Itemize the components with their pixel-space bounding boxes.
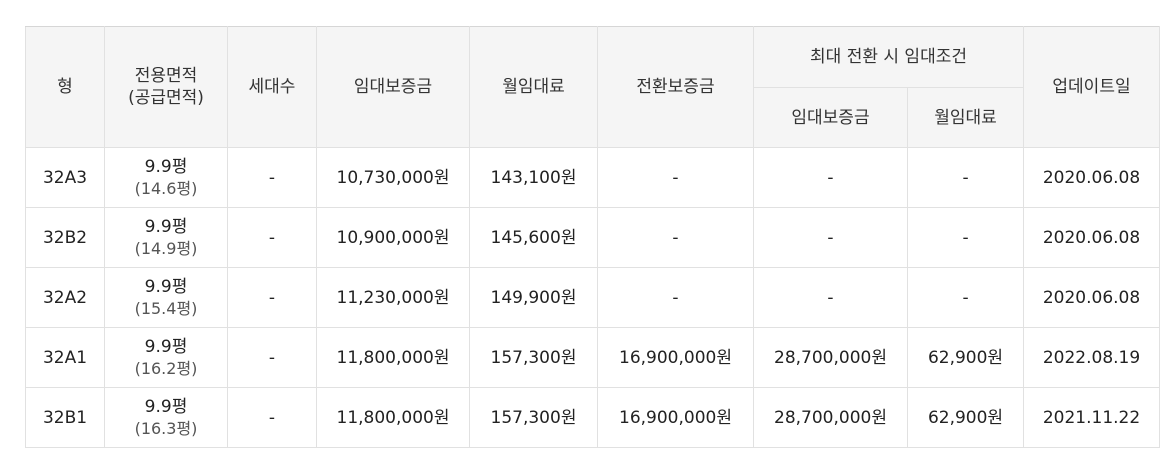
header-max-deposit: 임대보증금	[753, 87, 908, 148]
table-row: 32A1 9.9평 (16.2평) - 11,800,000원 157,300원 …	[25, 327, 1161, 388]
cell-deposit: 11,230,000원	[316, 267, 470, 328]
rental-table-container: 형 전용면적 (공급면적) 세대수 임대보증금 월임대료 전환보증금 최대 전환…	[25, 26, 1161, 448]
header-area-exclusive: 전용면적	[134, 66, 198, 86]
table-row: 32A2 9.9평 (15.4평) - 11,230,000원 149,900원 …	[25, 267, 1161, 328]
cell-type: 32A1	[25, 327, 105, 388]
cell-monthly-rent: 149,900원	[469, 267, 598, 328]
cell-update-date: 2022.08.19	[1023, 327, 1161, 388]
cell-area: 9.9평 (15.4평)	[104, 267, 228, 328]
table-row: 32A3 9.9평 (14.6평) - 10,730,000원 143,100원 …	[25, 147, 1161, 208]
cell-max-deposit: -	[753, 147, 908, 208]
cell-max-monthly-rent: -	[906, 147, 1025, 208]
table-body: 32A3 9.9평 (14.6평) - 10,730,000원 143,100원 …	[25, 147, 1161, 448]
cell-monthly-rent: 145,600원	[469, 207, 598, 268]
cell-update-date: 2020.06.08	[1023, 267, 1161, 328]
cell-max-deposit: -	[753, 207, 908, 268]
cell-households: -	[227, 387, 317, 448]
cell-monthly-rent: 157,300원	[469, 327, 598, 388]
cell-conversion-deposit: 16,900,000원	[597, 387, 754, 448]
cell-deposit: 10,900,000원	[316, 207, 470, 268]
cell-area-exclusive: 9.9평	[144, 396, 188, 417]
cell-conversion-deposit: 16,900,000원	[597, 327, 754, 388]
cell-update-date: 2021.11.22	[1023, 387, 1161, 448]
cell-area-exclusive: 9.9평	[144, 336, 188, 357]
header-monthly-rent: 월임대료	[469, 26, 598, 148]
cell-max-monthly-rent: -	[906, 267, 1025, 328]
cell-conversion-deposit: -	[597, 267, 754, 328]
header-deposit: 임대보증금	[316, 26, 470, 148]
table-row: 32B2 9.9평 (14.9평) - 10,900,000원 145,600원 …	[25, 207, 1161, 268]
cell-area-exclusive: 9.9평	[144, 156, 188, 177]
cell-area-supply: (16.3평)	[134, 418, 198, 438]
cell-area-supply: (16.2평)	[134, 358, 198, 378]
header-type: 형	[25, 26, 105, 148]
cell-area: 9.9평 (16.2평)	[104, 327, 228, 388]
cell-monthly-rent: 157,300원	[469, 387, 598, 448]
header-update-date: 업데이트일	[1023, 26, 1161, 148]
cell-area-supply: (15.4평)	[134, 298, 198, 318]
rental-conditions-table: 형 전용면적 (공급면적) 세대수 임대보증금 월임대료 전환보증금 최대 전환…	[25, 26, 1161, 448]
cell-type: 32B2	[25, 207, 105, 268]
cell-max-deposit: -	[753, 267, 908, 328]
cell-households: -	[227, 327, 317, 388]
cell-area: 9.9평 (16.3평)	[104, 387, 228, 448]
cell-deposit: 11,800,000원	[316, 387, 470, 448]
cell-max-monthly-rent: -	[906, 207, 1025, 268]
header-max-conversion-group: 최대 전환 시 임대조건	[752, 26, 1025, 88]
header-conversion-deposit: 전환보증금	[597, 26, 754, 148]
table-header: 형 전용면적 (공급면적) 세대수 임대보증금 월임대료 전환보증금 최대 전환…	[25, 26, 1161, 148]
cell-max-deposit: 28,700,000원	[753, 387, 908, 448]
cell-max-monthly-rent: 62,900원	[906, 327, 1025, 388]
cell-type: 32B1	[25, 387, 105, 448]
cell-conversion-deposit: -	[597, 147, 754, 208]
cell-max-deposit: 28,700,000원	[753, 327, 908, 388]
cell-update-date: 2020.06.08	[1023, 207, 1161, 268]
cell-area: 9.9평 (14.6평)	[104, 147, 228, 208]
cell-households: -	[227, 267, 317, 328]
header-households: 세대수	[227, 26, 317, 148]
cell-area-supply: (14.6평)	[134, 178, 198, 198]
cell-deposit: 10,730,000원	[316, 147, 470, 208]
cell-area-exclusive: 9.9평	[144, 276, 188, 297]
cell-conversion-deposit: -	[597, 207, 754, 268]
header-max-monthly-rent: 월임대료	[906, 87, 1025, 148]
cell-type: 32A3	[25, 147, 105, 208]
cell-monthly-rent: 143,100원	[469, 147, 598, 208]
cell-deposit: 11,800,000원	[316, 327, 470, 388]
cell-households: -	[227, 207, 317, 268]
cell-area-supply: (14.9평)	[134, 238, 198, 258]
cell-max-monthly-rent: 62,900원	[906, 387, 1025, 448]
header-area: 전용면적 (공급면적)	[104, 26, 228, 148]
cell-update-date: 2020.06.08	[1023, 147, 1161, 208]
cell-type: 32A2	[25, 267, 105, 328]
table-row: 32B1 9.9평 (16.3평) - 11,800,000원 157,300원 …	[25, 387, 1161, 448]
cell-area: 9.9평 (14.9평)	[104, 207, 228, 268]
cell-area-exclusive: 9.9평	[144, 216, 188, 237]
header-area-supply: (공급면적)	[128, 88, 204, 108]
cell-households: -	[227, 147, 317, 208]
